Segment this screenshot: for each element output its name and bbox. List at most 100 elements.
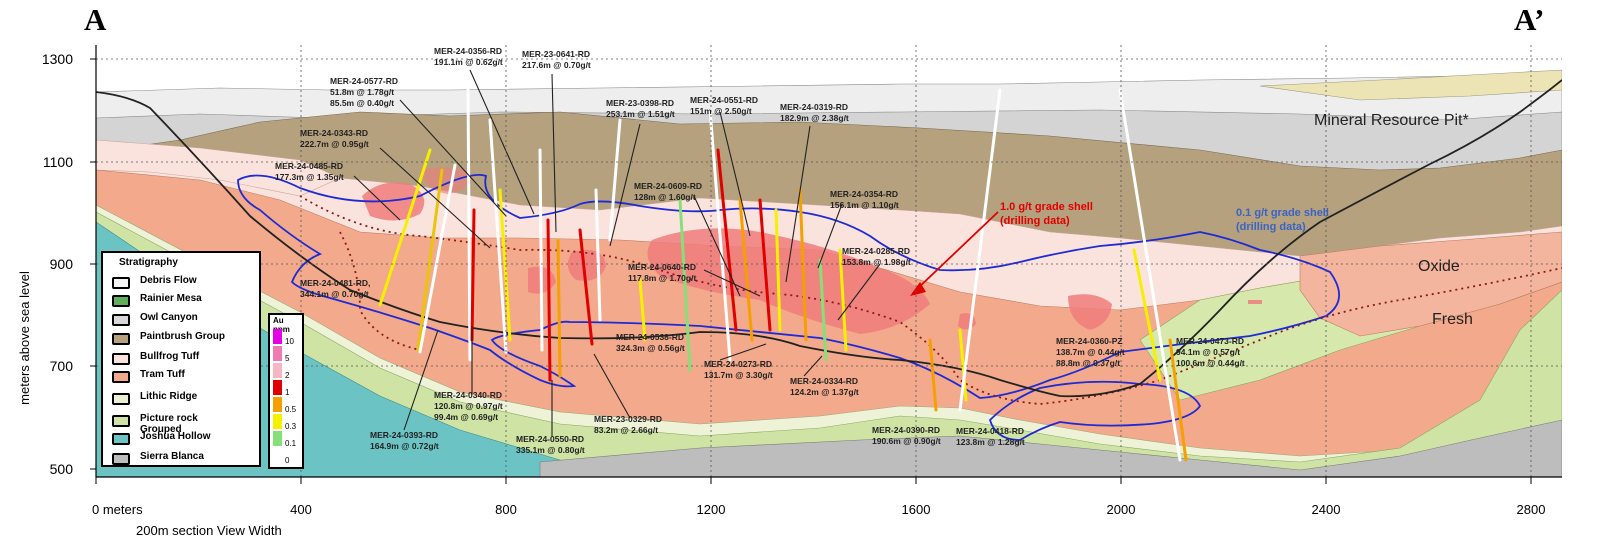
drill-hole-callout: MER-24-0418-RD 123.8m @ 1.28g/t bbox=[956, 426, 1025, 447]
drill-hole-callout: MER-24-0360-PZ 138.7m @ 0.44g/t 88.8m @ 0.… bbox=[1056, 336, 1125, 368]
y-tick-label: 1100 bbox=[43, 154, 73, 170]
drill-hole-callout: MER-24-0285-RD 153.8m @ 1.98g/t bbox=[842, 246, 911, 267]
stratigraphy-label: Paintbrush Group bbox=[140, 331, 225, 342]
au-bin-label: 10 bbox=[285, 337, 294, 346]
stratigraphy-label: Lithic Ridge bbox=[140, 391, 198, 402]
stratigraphy-label: Debris Flow bbox=[140, 275, 197, 286]
drill-hole-callout: MER-24-0538-RD 324.3m @ 0.56g/t bbox=[616, 332, 685, 353]
stratigraphy-label: Rainier Mesa bbox=[140, 293, 202, 304]
au-bin-label: 2 bbox=[285, 371, 290, 380]
low-grade-shell-text: 0.1 g/t grade shell (drilling data) bbox=[1236, 207, 1329, 233]
drill-hole-callout: MER-24-0640-RD 117.8m @ 1.70g/t bbox=[628, 262, 696, 283]
drill-hole-callout: MER-24-0473-RD 94.1m @ 0.57g/t 100.6m @ 0.… bbox=[1176, 336, 1245, 368]
au-bin-label: 0 bbox=[285, 456, 290, 465]
stratigraphy-swatch bbox=[112, 453, 130, 465]
stratigraphy-swatch bbox=[112, 277, 130, 289]
drill-hole-callout: MER-24-0390-RD 190.6m @ 0.90g/t bbox=[872, 425, 941, 446]
x-tick-label: 1600 bbox=[902, 502, 931, 517]
stratigraphy-item: Lithic Ridge bbox=[112, 389, 262, 407]
stratigraphy-legend-title: Stratigraphy bbox=[119, 257, 178, 268]
drill-hole-callout: MER-24-0319-RD 182.9m @ 2.38g/t bbox=[780, 102, 849, 123]
au-bin-swatch bbox=[273, 329, 282, 344]
au-bin-swatch bbox=[273, 380, 282, 395]
x-axis-note: 200m section View Width bbox=[136, 523, 282, 538]
plot-grid bbox=[96, 45, 1562, 477]
drill-hole-callout: MER-24-0577-RD 51.8m @ 1.78g/t 85.5m @ 0.4… bbox=[330, 76, 398, 108]
stratigraphy-item: Bullfrog Tuff bbox=[112, 349, 262, 367]
x-tick-label: 1200 bbox=[697, 502, 726, 517]
x-tick-marks bbox=[95, 477, 1532, 484]
drill-hole-callout: MER-24-0354-RD 156.1m @ 1.10g/t bbox=[830, 189, 899, 210]
x-tick-label: 2000 bbox=[1107, 502, 1136, 517]
y-tick-label: 1300 bbox=[42, 51, 73, 67]
y-tick-label: 700 bbox=[50, 358, 74, 374]
high-grade-shell-arrowhead bbox=[910, 282, 926, 296]
au-bin-swatch bbox=[273, 397, 282, 412]
drill-hole-callout: MER-24-0273-RD 131.7m @ 3.30g/t bbox=[704, 359, 773, 380]
stratigraphy-swatch bbox=[112, 353, 130, 365]
x-tick-label: 800 bbox=[495, 502, 517, 517]
stratigraphy-legend: Stratigraphy Debris Flow Rainier Mesa Owl … bbox=[101, 251, 261, 467]
stratigraphy-swatch bbox=[112, 393, 130, 405]
x-tick-label: 2400 bbox=[1312, 502, 1341, 517]
drill-hole-callout: MER-24-0356-RD 191.1m @ 0.62g/t bbox=[434, 46, 503, 67]
stratigraphy-swatch bbox=[112, 433, 130, 445]
drill-hole-callout: MER-24-0481-RD, 344.1m @ 0.70g/t bbox=[300, 278, 370, 299]
au-bin-swatch bbox=[273, 346, 282, 361]
stratigraphy-item: Picture rock Grouped bbox=[112, 411, 262, 435]
au-bin-label: 1 bbox=[285, 388, 290, 397]
stratigraphy-label: Bullfrog Tuff bbox=[140, 351, 200, 362]
stratigraphy-swatch bbox=[112, 295, 130, 307]
drill-hole-callout: MER-24-0551-RD 151m @ 2.50g/t bbox=[690, 95, 758, 116]
drill-traces bbox=[378, 88, 1188, 462]
drill-hole-callout: MER-23-0398-RD 253.1m @ 1.51g/t bbox=[606, 98, 675, 119]
sierra-blanca-layer bbox=[539, 419, 1562, 477]
high-grade-shell-text: 1.0 g/t grade shell (drilling data) bbox=[1000, 201, 1093, 227]
picture-rock-layer bbox=[96, 211, 1562, 477]
stratigraphy-item: Debris Flow bbox=[112, 273, 262, 291]
y-tick-label: 500 bbox=[50, 461, 74, 477]
stratigraphy-swatch bbox=[112, 415, 130, 427]
stratigraphy-swatch bbox=[112, 314, 130, 326]
drill-hole-callout: MER-23-0641-RD 217.6m @ 0.70g/t bbox=[522, 49, 591, 70]
drill-hole-callout: MER-24-0343-RD 222.7m @ 0.95g/t bbox=[300, 128, 369, 149]
resource-pit-outline bbox=[96, 79, 1562, 398]
low-grade-shell-lower bbox=[988, 380, 1202, 441]
mineral-resource-pit-label: Mineral Resource Pit* bbox=[1314, 112, 1469, 129]
y-axis-label: meters above sea level bbox=[17, 271, 32, 405]
au-bin-swatch bbox=[273, 363, 282, 378]
au-bin-swatch bbox=[273, 414, 282, 429]
callout-pointers bbox=[353, 69, 881, 436]
section-end-label: A’ bbox=[1514, 2, 1545, 37]
stratigraphy-item: Sierra Blanca bbox=[112, 449, 262, 467]
stratigraphy-label: Owl Canyon bbox=[140, 312, 198, 323]
drill-hole-callout: MER-24-0485-RD 177.3m @ 1.35g/t bbox=[275, 161, 344, 182]
au-bin-label: 0.5 bbox=[285, 405, 297, 414]
au-bin-label: 5 bbox=[285, 354, 290, 363]
stratigraphy-item: Owl Canyon bbox=[112, 310, 262, 328]
oxide-zone-band bbox=[1299, 231, 1562, 337]
x-tick-label: 0 meters bbox=[92, 502, 143, 517]
high-grade-shell-arrow bbox=[915, 211, 999, 291]
stratigraphy-item: Rainier Mesa bbox=[112, 291, 262, 309]
stratigraphy-label: Sierra Blanca bbox=[140, 451, 204, 462]
section-start-label: A bbox=[84, 2, 107, 37]
drill-hole-callout: MER-24-0609-RD 128m @ 1.60g/t bbox=[634, 181, 702, 202]
stratigraphy-item: Paintbrush Group bbox=[112, 329, 262, 347]
stratigraphy-label: Tram Tuff bbox=[140, 369, 185, 380]
y-tick-marks bbox=[90, 58, 96, 470]
high-grade-shell-dotted bbox=[299, 195, 1562, 405]
surface-cover-tan bbox=[1259, 69, 1562, 101]
oxide-label: Oxide bbox=[1418, 258, 1460, 275]
drill-hole-callout: MER-24-0340-RD 120.8m @ 0.97g/t 99.4m @ 0.… bbox=[434, 390, 503, 422]
stratigraphy-label: Joshua Hollow bbox=[140, 431, 211, 442]
drill-hole-callout: MER-24-0393-RD 164.9m @ 0.72g/t bbox=[370, 430, 439, 451]
stratigraphy-item: Tram Tuff bbox=[112, 367, 262, 385]
stratigraphy-swatch bbox=[112, 333, 130, 345]
drill-hole-callout: MER-24-0550-RD 335.1m @ 0.80g/t bbox=[516, 434, 585, 455]
geology-layers bbox=[96, 45, 1562, 477]
drill-hole-callout: MER-23-0329-RD 83.2m @ 2.66g/t bbox=[594, 414, 662, 435]
stratigraphy-item: Joshua Hollow bbox=[112, 429, 262, 447]
